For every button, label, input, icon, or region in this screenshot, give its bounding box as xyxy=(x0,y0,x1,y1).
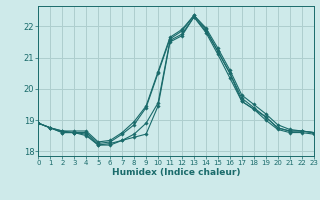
X-axis label: Humidex (Indice chaleur): Humidex (Indice chaleur) xyxy=(112,168,240,177)
